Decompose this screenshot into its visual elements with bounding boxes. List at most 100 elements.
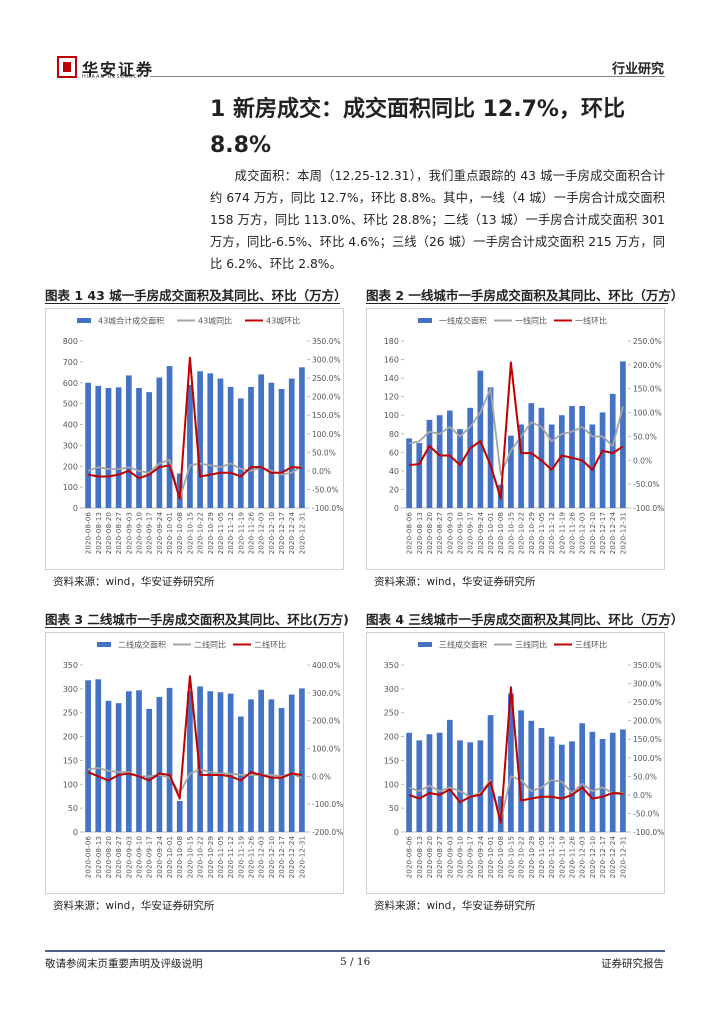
x-tick-label: 2020-08-13 [94,512,103,555]
x-tick-label: 2020-11-26 [247,836,256,879]
y2-tick-label: 300.0% [312,356,341,365]
bar [288,694,295,832]
x-tick-label: 2020-11-12 [226,512,235,554]
y-tick-label: 200 [384,733,399,742]
bar [426,734,433,832]
x-tick-label: 2020-09-24 [155,512,164,555]
bar [248,699,254,832]
bar [538,407,545,508]
x-tick-label: 2020-08-27 [435,512,444,555]
bar [197,686,203,832]
y-tick-label: 300 [384,685,399,694]
caption-rule [45,303,340,304]
bar [579,723,586,832]
bar [457,740,463,832]
header-rule [150,76,665,77]
caption-rule [45,627,340,628]
y2-tick-label: 400.0% [312,661,341,670]
y2-tick-label: 100.0% [633,754,662,763]
bar [125,691,132,832]
x-tick-label: 2020-12-24 [287,836,296,879]
x-tick-label: 2020-10-01 [165,512,174,554]
bar [406,732,412,832]
y2-tick-label: 150.0% [312,411,341,420]
x-tick-label: 2020-11-05 [537,836,546,878]
x-tick-label: 2020-08-06 [84,836,93,879]
y2-tick-label: 100.0% [312,745,341,754]
y-tick-label: 350 [384,661,399,670]
legend-label: 一线环比 [575,316,607,326]
x-tick-label: 2020-11-12 [226,836,235,878]
line [408,361,624,500]
x-tick-label: 2020-12-03 [578,836,587,879]
y-tick-label: 600 [63,379,78,388]
y2-tick-label: 150.0% [633,385,662,394]
x-tick-label: 2020-12-31 [297,512,306,554]
caption-rule [366,627,668,628]
legend-swatch [97,642,111,647]
y-tick-label: 700 [63,358,78,367]
bar [258,689,265,832]
x-tick-label: 2020-11-19 [236,512,245,555]
legend-label: 三线成交面积 [439,640,487,650]
y2-tick-label: 300.0% [633,680,662,689]
x-tick-label: 2020-09-17 [466,512,475,555]
x-tick-label: 2020-10-29 [206,512,215,555]
footer-note: 敬请参阅末页重要声明及评级说明 [45,958,203,970]
x-tick-label: 2020-10-08 [496,836,505,879]
y-tick-label: 200 [63,733,78,742]
legend-swatch [418,318,432,323]
x-tick-label: 2020-08-27 [114,836,123,879]
legend-label: 二线同比 [194,640,226,650]
chart: 0 50 100 150 200 250 300 350 -100.0% -50.0% 0.0% 50… [366,632,665,894]
bar [227,693,234,832]
y-tick-label: 0 [394,828,399,837]
chart-source: 资料来源：wind，华安证券研究所 [53,576,215,588]
bar [85,680,91,832]
bar [446,410,453,508]
y2-tick-label: 350.0% [633,661,662,670]
bar [538,727,545,832]
line [408,686,623,824]
y2-tick-label: 150.0% [633,735,662,744]
legend-swatch [77,318,91,323]
y-tick-label: 20 [389,485,399,494]
y-tick-label: 50 [68,804,78,813]
chart-caption: 图表 1 43 城一手房成交面积及其同比、环比（万方） [45,288,347,303]
bar [176,800,183,832]
line [87,767,303,794]
legend-label: 二线成交面积 [118,640,166,650]
x-tick-label: 2020-12-03 [257,836,266,879]
bar [426,419,433,508]
x-tick-label: 2020-08-13 [415,836,424,879]
x-tick-label: 2020-12-31 [618,836,627,878]
bar [268,382,275,508]
y-tick-label: 200 [63,462,78,471]
bar [166,687,173,832]
x-tick-label: 2020-09-03 [445,512,454,555]
x-tick-label: 2020-11-05 [537,512,546,554]
x-tick-label: 2020-11-19 [236,836,245,879]
y2-tick-label: 300.0% [312,689,341,698]
bar [609,393,616,508]
bar [207,373,214,508]
bar [237,398,244,508]
y-tick-label: 500 [63,400,78,409]
chart-frame [366,308,665,570]
x-tick-label: 2020-08-13 [94,836,103,879]
bar [166,366,173,508]
page-number: 5 / 16 [340,956,371,968]
bar [569,741,575,832]
x-tick-label: 2020-08-27 [435,836,444,879]
x-tick-label: 2020-12-17 [598,512,607,555]
bar [105,387,112,508]
y-tick-label: 140 [384,374,399,383]
x-tick-label: 2020-12-10 [588,512,597,555]
x-tick-label: 2020-10-01 [165,836,174,878]
x-tick-label: 2020-08-20 [425,836,434,879]
logo-text: 华安证券 [82,60,155,79]
section-label: 行业研究 [611,62,664,77]
y2-tick-label: 100.0% [633,409,662,418]
y-tick-label: 800 [63,337,78,346]
bar [278,707,285,832]
